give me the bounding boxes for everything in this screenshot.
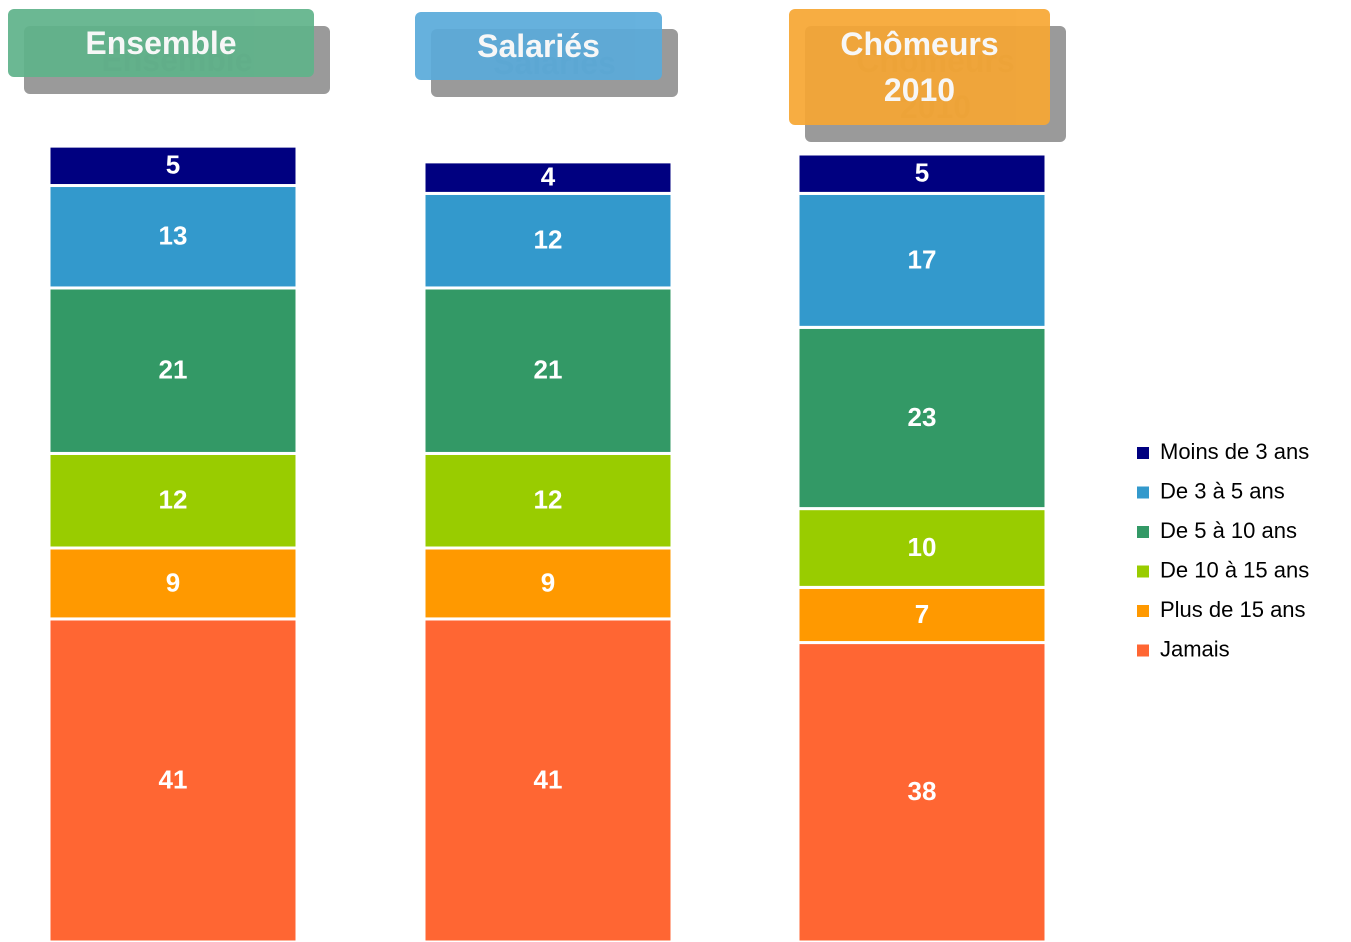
header: Chômeurs 2010 — [789, 9, 1050, 125]
legend-label: De 3 à 5 ans — [1160, 478, 1285, 503]
legend-label: Jamais — [1160, 636, 1230, 661]
bar-segment — [422, 451, 674, 550]
data-label: 12 — [534, 225, 563, 255]
bar-segment — [47, 546, 299, 621]
header: Salariés — [415, 12, 662, 80]
legend-swatch — [1137, 644, 1149, 657]
bar-segment — [796, 325, 1048, 511]
data-label: 7 — [915, 599, 929, 629]
data-label: 5 — [915, 158, 929, 188]
legend-swatch — [1137, 447, 1149, 459]
data-label: 21 — [159, 355, 188, 385]
bar-segment — [47, 617, 299, 942]
data-label: 9 — [541, 567, 555, 597]
legend-label: Moins de 3 ans — [1160, 439, 1309, 464]
bar-segment — [796, 585, 1048, 645]
data-label: 5 — [166, 150, 180, 180]
bar-segment — [422, 546, 674, 621]
legend-label: De 5 à 10 ans — [1160, 518, 1297, 543]
legend-swatch — [1137, 565, 1149, 578]
bar-segment — [422, 160, 674, 195]
data-label: 17 — [908, 244, 937, 274]
data-label: 38 — [908, 776, 937, 806]
bar-segment — [47, 144, 299, 188]
bar-segment — [796, 191, 1048, 329]
data-label: 12 — [534, 485, 563, 515]
data-label: 4 — [541, 162, 556, 192]
legend-swatch — [1137, 526, 1149, 538]
bar-segment — [796, 152, 1048, 195]
data-label: 10 — [908, 532, 937, 562]
data-label: 13 — [159, 221, 188, 251]
data-label: 41 — [159, 764, 188, 794]
legend-swatch — [1137, 486, 1149, 499]
data-label: 12 — [159, 485, 188, 515]
header: Ensemble — [8, 9, 314, 77]
bar-segment — [422, 191, 674, 290]
data-label: 9 — [166, 567, 180, 597]
bar-segment — [47, 184, 299, 290]
bar-segment — [796, 641, 1048, 942]
data-label: 21 — [534, 355, 563, 385]
data-label: 41 — [534, 764, 563, 794]
legend-label: De 10 à 15 ans — [1160, 557, 1309, 582]
legend-swatch — [1137, 605, 1149, 617]
bar-segment — [47, 286, 299, 455]
bar-segment — [422, 286, 674, 455]
data-label: 23 — [908, 402, 937, 432]
legend-label: Plus de 15 ans — [1160, 597, 1306, 622]
